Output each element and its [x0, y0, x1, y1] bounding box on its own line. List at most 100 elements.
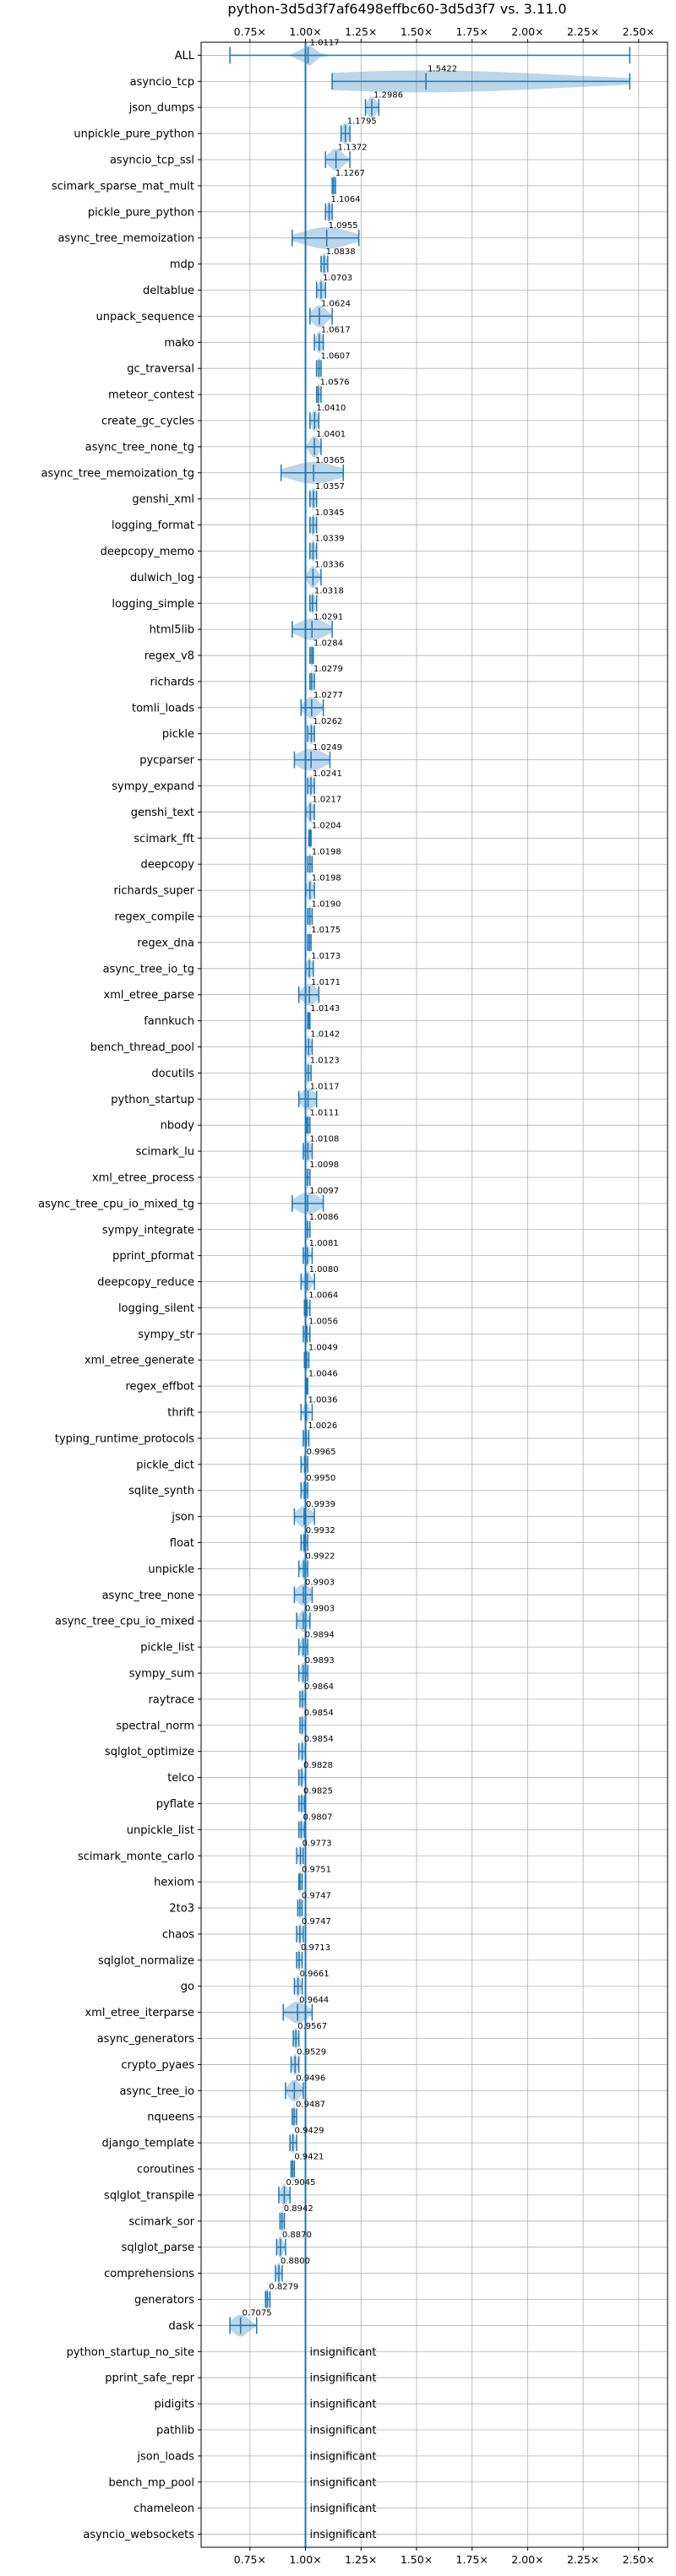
benchmark-name: pathlib [156, 2424, 194, 2437]
value-label: 0.9807 [303, 1813, 332, 1823]
benchmark-name: pickle_dict [136, 1459, 194, 1471]
benchmark-labels: ALL 1.0117 asyncio_tcp 1.5422 json_dumps 1.29… [38, 39, 457, 2541]
benchmark-name: asyncio_tcp_ssl [110, 155, 194, 167]
value-label: 1.0345 [315, 508, 345, 518]
benchmark-name: nbody [161, 1120, 195, 1133]
value-label: 0.9487 [296, 2100, 325, 2109]
value-label: 1.0249 [313, 743, 342, 753]
benchmark-name: pyflate [156, 1798, 194, 1811]
insignificant-label: insignificant [310, 2503, 377, 2515]
x-tick-label-bottom: 1.50× [401, 2553, 433, 2566]
benchmark-name: scimark_sor [128, 2215, 194, 2228]
x-tick-label-bottom: 0.75× [234, 2553, 266, 2566]
value-label: 1.0064 [308, 1291, 338, 1301]
benchmark-name: xml_etree_process [92, 1171, 194, 1184]
benchmark-name: generators [134, 2294, 194, 2307]
benchmark-name: meteor_contest [108, 389, 194, 402]
benchmark-name: coroutines [137, 2164, 194, 2177]
benchmark-name: sympy_str [138, 1329, 194, 1341]
benchmark-name: fannkuch [144, 1015, 194, 1028]
value-label: 1.0056 [308, 1318, 338, 1327]
benchmark-name: scimark_lu [136, 1146, 194, 1159]
value-label: 0.9747 [302, 1891, 331, 1900]
benchmark-name: async_tree_none [102, 1590, 194, 1602]
benchmark-name: deepcopy_reduce [97, 1276, 194, 1289]
value-label: 1.0401 [316, 430, 346, 439]
grid-lines [201, 42, 668, 2547]
value-label: 1.0098 [309, 1160, 339, 1170]
benchmark-name: deltablue [143, 285, 194, 297]
x-tick-label-top: 1.50× [401, 25, 433, 38]
benchmark-name: regex_v8 [144, 650, 194, 663]
benchmark-name: thrift [167, 1407, 194, 1420]
benchmark-name: mako [164, 337, 194, 350]
benchmark-name: async_tree_memoization [57, 232, 194, 245]
axis-ticks: 0.75× 0.75× 1.00× 1.00× 1.25× 1.25× 1.50× 1.50×… [198, 25, 655, 2566]
value-label: 0.9567 [297, 2022, 327, 2031]
benchmark-name: deepcopy_memo [101, 546, 194, 558]
value-label: 1.0123 [310, 1057, 340, 1066]
benchmark-name: async_tree_cpu_io_mixed [55, 1616, 194, 1628]
benchmark-name: xml_etree_generate [84, 1355, 194, 1367]
value-label: 1.0357 [315, 482, 345, 492]
benchmark-name: sympy_sum [129, 1667, 194, 1680]
value-label: 1.0365 [315, 456, 345, 465]
benchmark-name: asyncio_websockets [83, 2529, 194, 2541]
value-label: 1.0036 [308, 1395, 337, 1405]
x-tick-label-top: 1.75× [456, 25, 488, 38]
x-tick-label-bottom: 1.00× [289, 2553, 321, 2566]
value-label: 0.9864 [304, 1682, 334, 1692]
benchmark-name: regex_compile [114, 911, 194, 924]
x-tick-label-bottom: 2.00× [511, 2553, 543, 2566]
benchmark-name: pycparser [139, 754, 194, 767]
benchmark-name: json_dumps [128, 102, 194, 115]
benchmark-name: deepcopy [140, 859, 194, 872]
x-tick-label-top: 2.25× [567, 25, 599, 38]
value-label: 0.9939 [306, 1500, 335, 1509]
benchmark-name: xml_etree_iterparse [84, 2007, 194, 2019]
benchmark-name: bench_mp_pool [108, 2476, 194, 2489]
value-label: 1.0198 [312, 847, 341, 856]
benchmark-name: sqlglot_transpile [104, 2189, 194, 2202]
value-label: 1.0190 [312, 899, 341, 909]
value-label: 1.0217 [312, 796, 341, 805]
insignificant-label: insignificant [310, 2424, 377, 2437]
value-label: 1.0142 [310, 1030, 340, 1040]
benchmark-name: chameleon [134, 2503, 194, 2515]
benchmark-name: typing_runtime_protocols [55, 1432, 194, 1445]
insignificant-label: insignificant [310, 2450, 377, 2463]
value-label: 1.0108 [309, 1134, 339, 1144]
benchmark-name: pickle_list [140, 1642, 194, 1655]
benchmark-name: go [181, 1981, 194, 1993]
benchmark-name: async_tree_memoization_tg [41, 467, 194, 480]
value-label: 1.0204 [312, 822, 341, 831]
benchmark-name: xml_etree_parse [104, 989, 194, 1002]
benchmark-name: dulwich_log [130, 572, 194, 584]
value-label: 1.0173 [311, 952, 341, 961]
benchmark-name: ALL [175, 50, 195, 62]
benchmark-name: scimark_fft [134, 833, 194, 845]
value-label: 1.0624 [321, 300, 351, 309]
value-label: 0.9747 [302, 1917, 331, 1927]
value-label: 0.9893 [305, 1656, 335, 1666]
value-label: 1.0175 [311, 926, 341, 935]
value-label: 0.8800 [281, 2257, 310, 2266]
value-label: 0.9965 [307, 1448, 336, 1457]
insignificant-label: insignificant [310, 2346, 377, 2359]
x-tick-label-top: 2.50× [623, 25, 655, 38]
benchmark-name: raytrace [148, 1693, 194, 1706]
value-label: 0.8870 [282, 2231, 312, 2240]
value-label: 1.0241 [313, 769, 342, 779]
value-label: 1.1795 [347, 117, 377, 126]
value-label: 1.0703 [323, 274, 352, 283]
value-label: 1.0336 [314, 561, 344, 570]
value-label: 1.0607 [320, 351, 350, 361]
benchmark-name: pprint_pformat [112, 1250, 194, 1263]
benchmark-name: scimark_sparse_mat_mult [52, 180, 194, 193]
benchmark-name: chaos [162, 1928, 194, 1941]
value-label: 1.0049 [308, 1343, 338, 1352]
benchmark-name: unpickle [148, 1563, 194, 1576]
value-label: 1.0171 [311, 978, 341, 987]
x-tick-label-top: 2.00× [511, 25, 543, 38]
